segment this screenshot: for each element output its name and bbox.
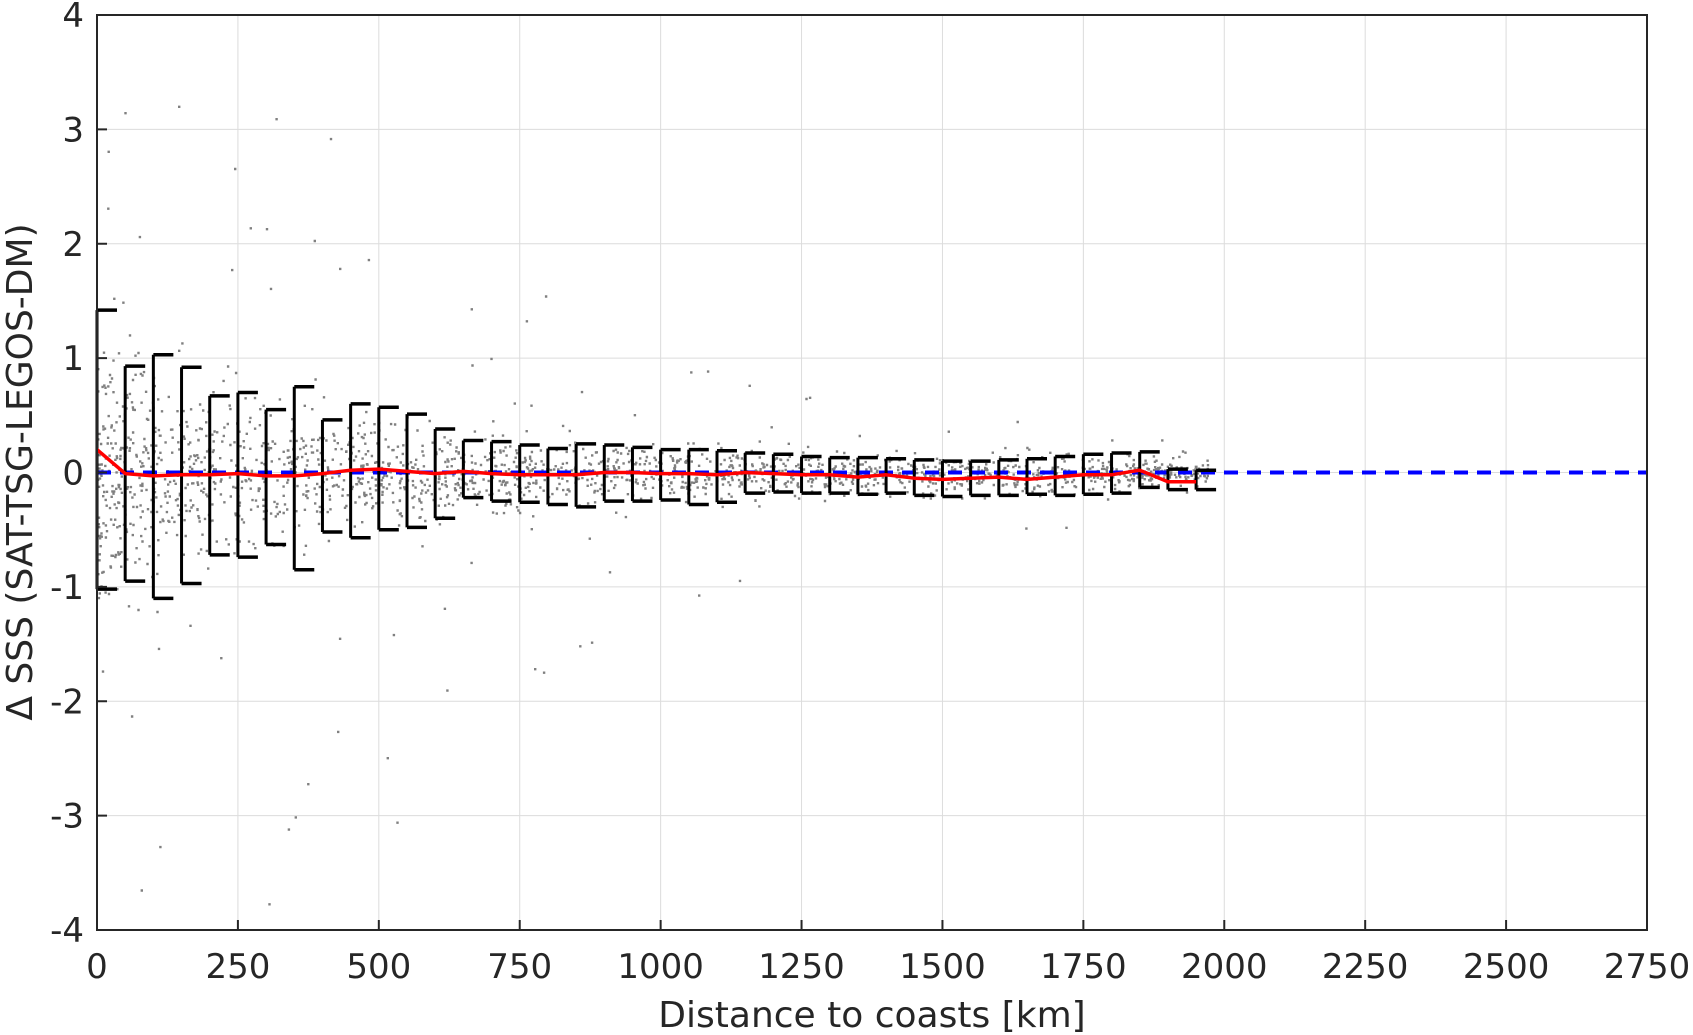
y-ticks: -4 -3 -2 -1 0 1 2 3 4 [50,0,107,951]
y-tick-label: -2 [50,682,84,722]
y-axis-label: Δ SSS (SAT-TSG-LEGOS-DM) [0,223,41,720]
y-tick-label: -3 [50,797,84,837]
x-tick-label: 2250 [1322,947,1409,987]
x-tick-label: 2750 [1604,947,1691,987]
y-tick-label: 0 [62,454,84,494]
x-tick-label: 500 [346,947,411,987]
mean-line-layer [95,448,1197,484]
x-axis-label: Distance to coasts [km] [658,995,1085,1035]
x-tick-label: 2500 [1463,947,1550,987]
x-tick-label: 1000 [617,947,704,987]
x-ticks: 0 250 500 750 1000 1250 1500 1750 2000 2250 2500 27… [86,920,1690,987]
x-tick-label: 1750 [1040,947,1127,987]
x-tick-label: 1250 [758,947,845,987]
y-tick-label: 1 [62,339,84,379]
x-tick-label: 0 [86,947,108,987]
y-tick-label: 2 [62,225,84,265]
y-tick-label: 4 [62,0,84,36]
x-tick-label: 250 [205,947,270,987]
x-tick-label: 2000 [1181,947,1268,987]
x-tick-label: 1500 [899,947,986,987]
y-tick-label: 3 [62,110,84,150]
y-tick-label: -4 [50,911,84,951]
mean-line [95,448,1197,484]
y-tick-label: -1 [50,568,84,608]
x-tick-label: 750 [487,947,552,987]
